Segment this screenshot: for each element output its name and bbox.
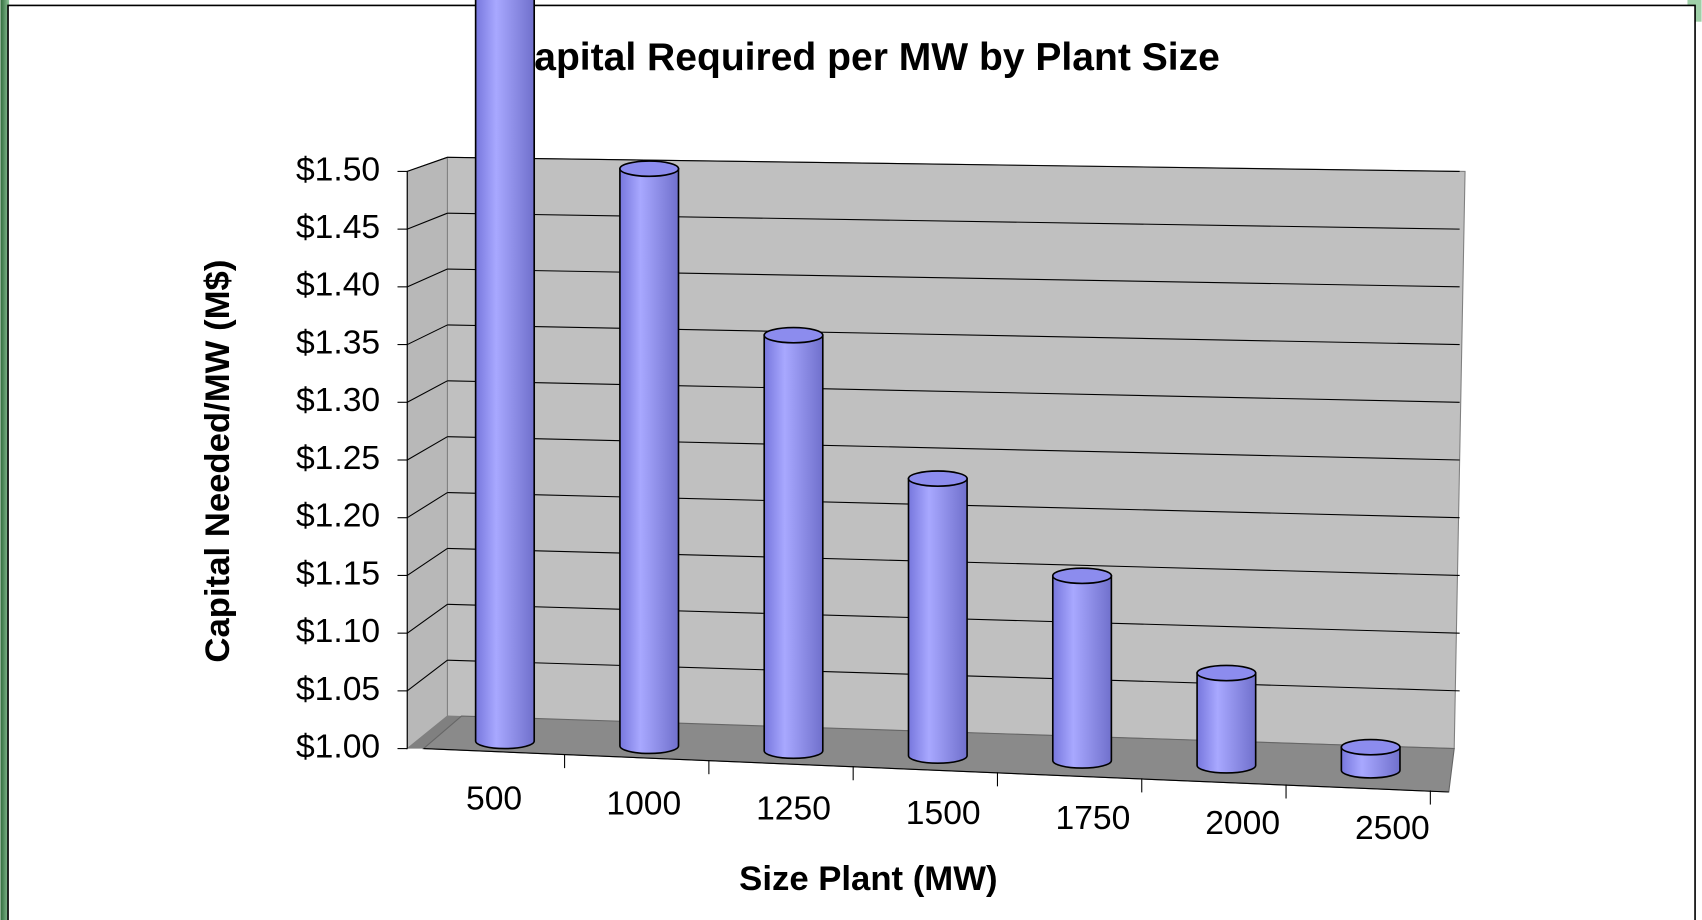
grid-line bbox=[447, 156, 1460, 172]
y-tick-label: $1.30 bbox=[296, 382, 380, 419]
bar-body bbox=[763, 334, 824, 760]
bar bbox=[1340, 738, 1401, 779]
bar-body bbox=[907, 477, 968, 765]
bar-top bbox=[907, 470, 968, 488]
grid-line bbox=[407, 212, 448, 230]
bar-top bbox=[1340, 738, 1401, 756]
y-tick-label: $1.15 bbox=[296, 555, 380, 592]
bar-body bbox=[1196, 672, 1257, 774]
bar bbox=[1051, 567, 1113, 769]
x-tick-label: 2000 bbox=[1205, 805, 1280, 842]
x-axis-label: Size Plant (MW) bbox=[739, 860, 997, 898]
bar-top bbox=[1051, 567, 1113, 585]
y-tick-label: $1.25 bbox=[296, 440, 380, 477]
y-tick-label: $1.35 bbox=[296, 324, 380, 361]
grid-line bbox=[447, 380, 1460, 403]
bar-body bbox=[474, 0, 536, 750]
grid-line bbox=[407, 156, 448, 172]
y-tick-label: $1.00 bbox=[296, 728, 380, 765]
y-tick-label: $1.45 bbox=[296, 209, 380, 246]
bar-body bbox=[1051, 575, 1113, 769]
grid-line bbox=[447, 212, 1460, 230]
y-tick-label: $1.10 bbox=[296, 613, 380, 650]
grid-line bbox=[407, 380, 448, 403]
bar bbox=[907, 470, 968, 765]
y-axis-label: Capital Needed/MW (M$) bbox=[199, 260, 237, 663]
bar-body bbox=[619, 167, 680, 755]
bar bbox=[619, 160, 680, 755]
y-tick-label: $1.05 bbox=[296, 671, 380, 708]
side-wall bbox=[406, 156, 448, 750]
x-tick-label: 1000 bbox=[606, 785, 681, 822]
x-tick-label: 1250 bbox=[756, 790, 831, 827]
bar-top bbox=[619, 160, 680, 178]
x-tick-label: 1500 bbox=[906, 795, 981, 832]
bar bbox=[763, 326, 824, 760]
bar bbox=[1196, 664, 1257, 774]
grid-line bbox=[447, 324, 1460, 346]
chart-title: Capital Required per MW by Plant Size bbox=[506, 36, 1220, 79]
grid-line bbox=[407, 324, 448, 346]
bar-top bbox=[763, 326, 824, 344]
y-tick-label: $1.40 bbox=[296, 267, 380, 304]
x-axis bbox=[423, 748, 1449, 793]
grid-line bbox=[447, 268, 1460, 288]
y-tick-label: $1.20 bbox=[296, 498, 380, 535]
frame-edge bbox=[0, 0, 10, 920]
grid-line bbox=[407, 436, 448, 461]
grid-line bbox=[407, 268, 448, 288]
bar-body bbox=[1340, 746, 1401, 779]
bar bbox=[474, 0, 536, 750]
x-tick-label: 500 bbox=[466, 781, 522, 818]
grid-line bbox=[406, 492, 448, 519]
grid-line bbox=[447, 436, 1460, 461]
x-tick-label: 1750 bbox=[1056, 800, 1131, 837]
bar-top bbox=[1196, 664, 1257, 682]
y-tick-label: $1.50 bbox=[296, 151, 380, 188]
grid-line bbox=[406, 547, 448, 576]
x-tick-label: 2500 bbox=[1355, 810, 1430, 847]
grid-line bbox=[406, 659, 448, 692]
grid-line bbox=[406, 603, 448, 634]
